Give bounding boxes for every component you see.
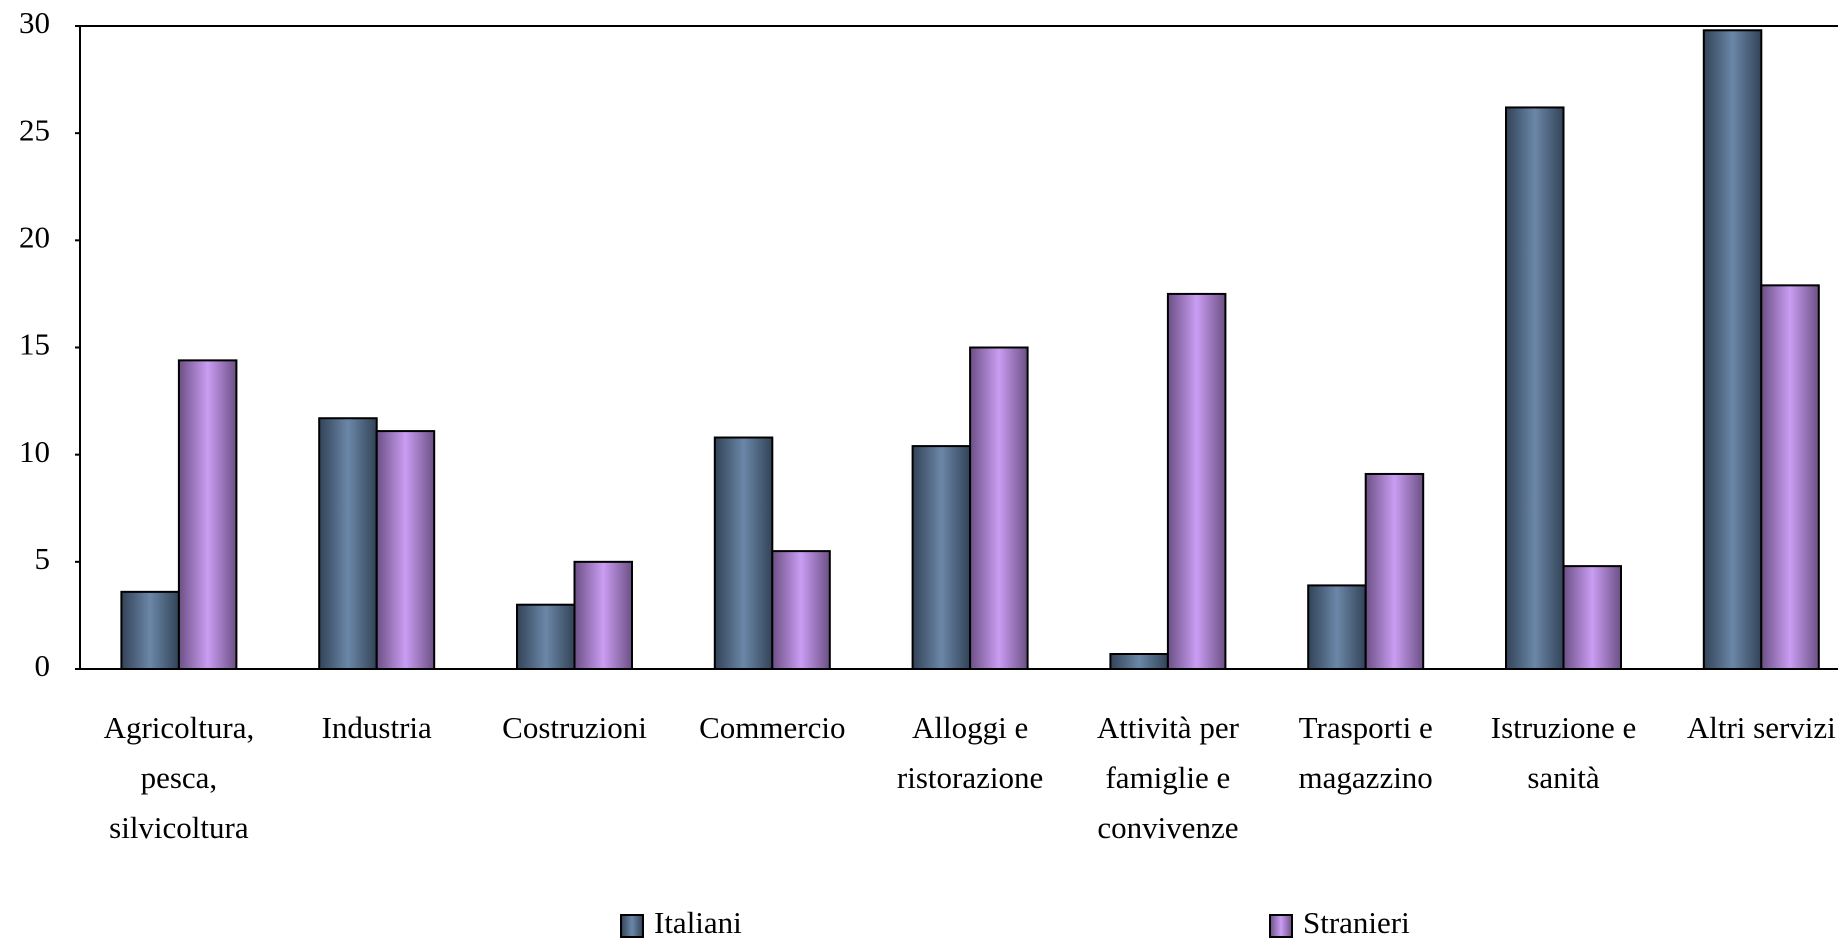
x-tick-label: Istruzione e sanità [1490,710,1637,795]
y-tick-label: 15 [19,327,50,362]
y-tick-label: 10 [19,434,50,469]
y-tick-label: 25 [19,112,50,147]
bar [1109,652,1169,670]
bar [177,359,238,670]
legend-label: Italiani [654,905,742,940]
bar [713,436,774,670]
bar [318,417,378,671]
x-tick-label: Attività per famiglie e convivenze [1096,710,1239,845]
bar [771,550,831,670]
bar [969,346,1029,670]
bar [1562,565,1622,670]
legend-swatch [1269,914,1293,938]
x-tick-label: Trasporti e magazzino [1298,710,1433,795]
x-tick-label: Alloggi e ristorazione [896,710,1044,795]
x-tick-label: Agricoltura, pesca, silvicoltura [103,710,255,845]
x-tick-label: Industria [321,710,432,745]
bar [375,430,436,670]
x-tick-label: Altri servizi [1686,710,1836,745]
bar [1760,284,1820,670]
bar [516,603,576,671]
bar [1364,472,1425,670]
y-tick-label: 20 [19,219,50,254]
x-tick-label: Commercio [699,710,846,745]
x-tick-label: Costruzioni [502,710,647,745]
legend-swatch [620,914,644,938]
bar [1702,29,1763,670]
bar [573,560,633,670]
bar [1505,106,1565,671]
y-tick-label: 0 [35,648,51,683]
bar [1166,292,1227,670]
bar [120,590,180,671]
legend-label: Stranieri [1303,905,1410,940]
bar [911,445,972,670]
y-tick-label: 30 [19,5,50,40]
bar [1307,584,1367,670]
y-tick-label: 5 [35,541,51,576]
